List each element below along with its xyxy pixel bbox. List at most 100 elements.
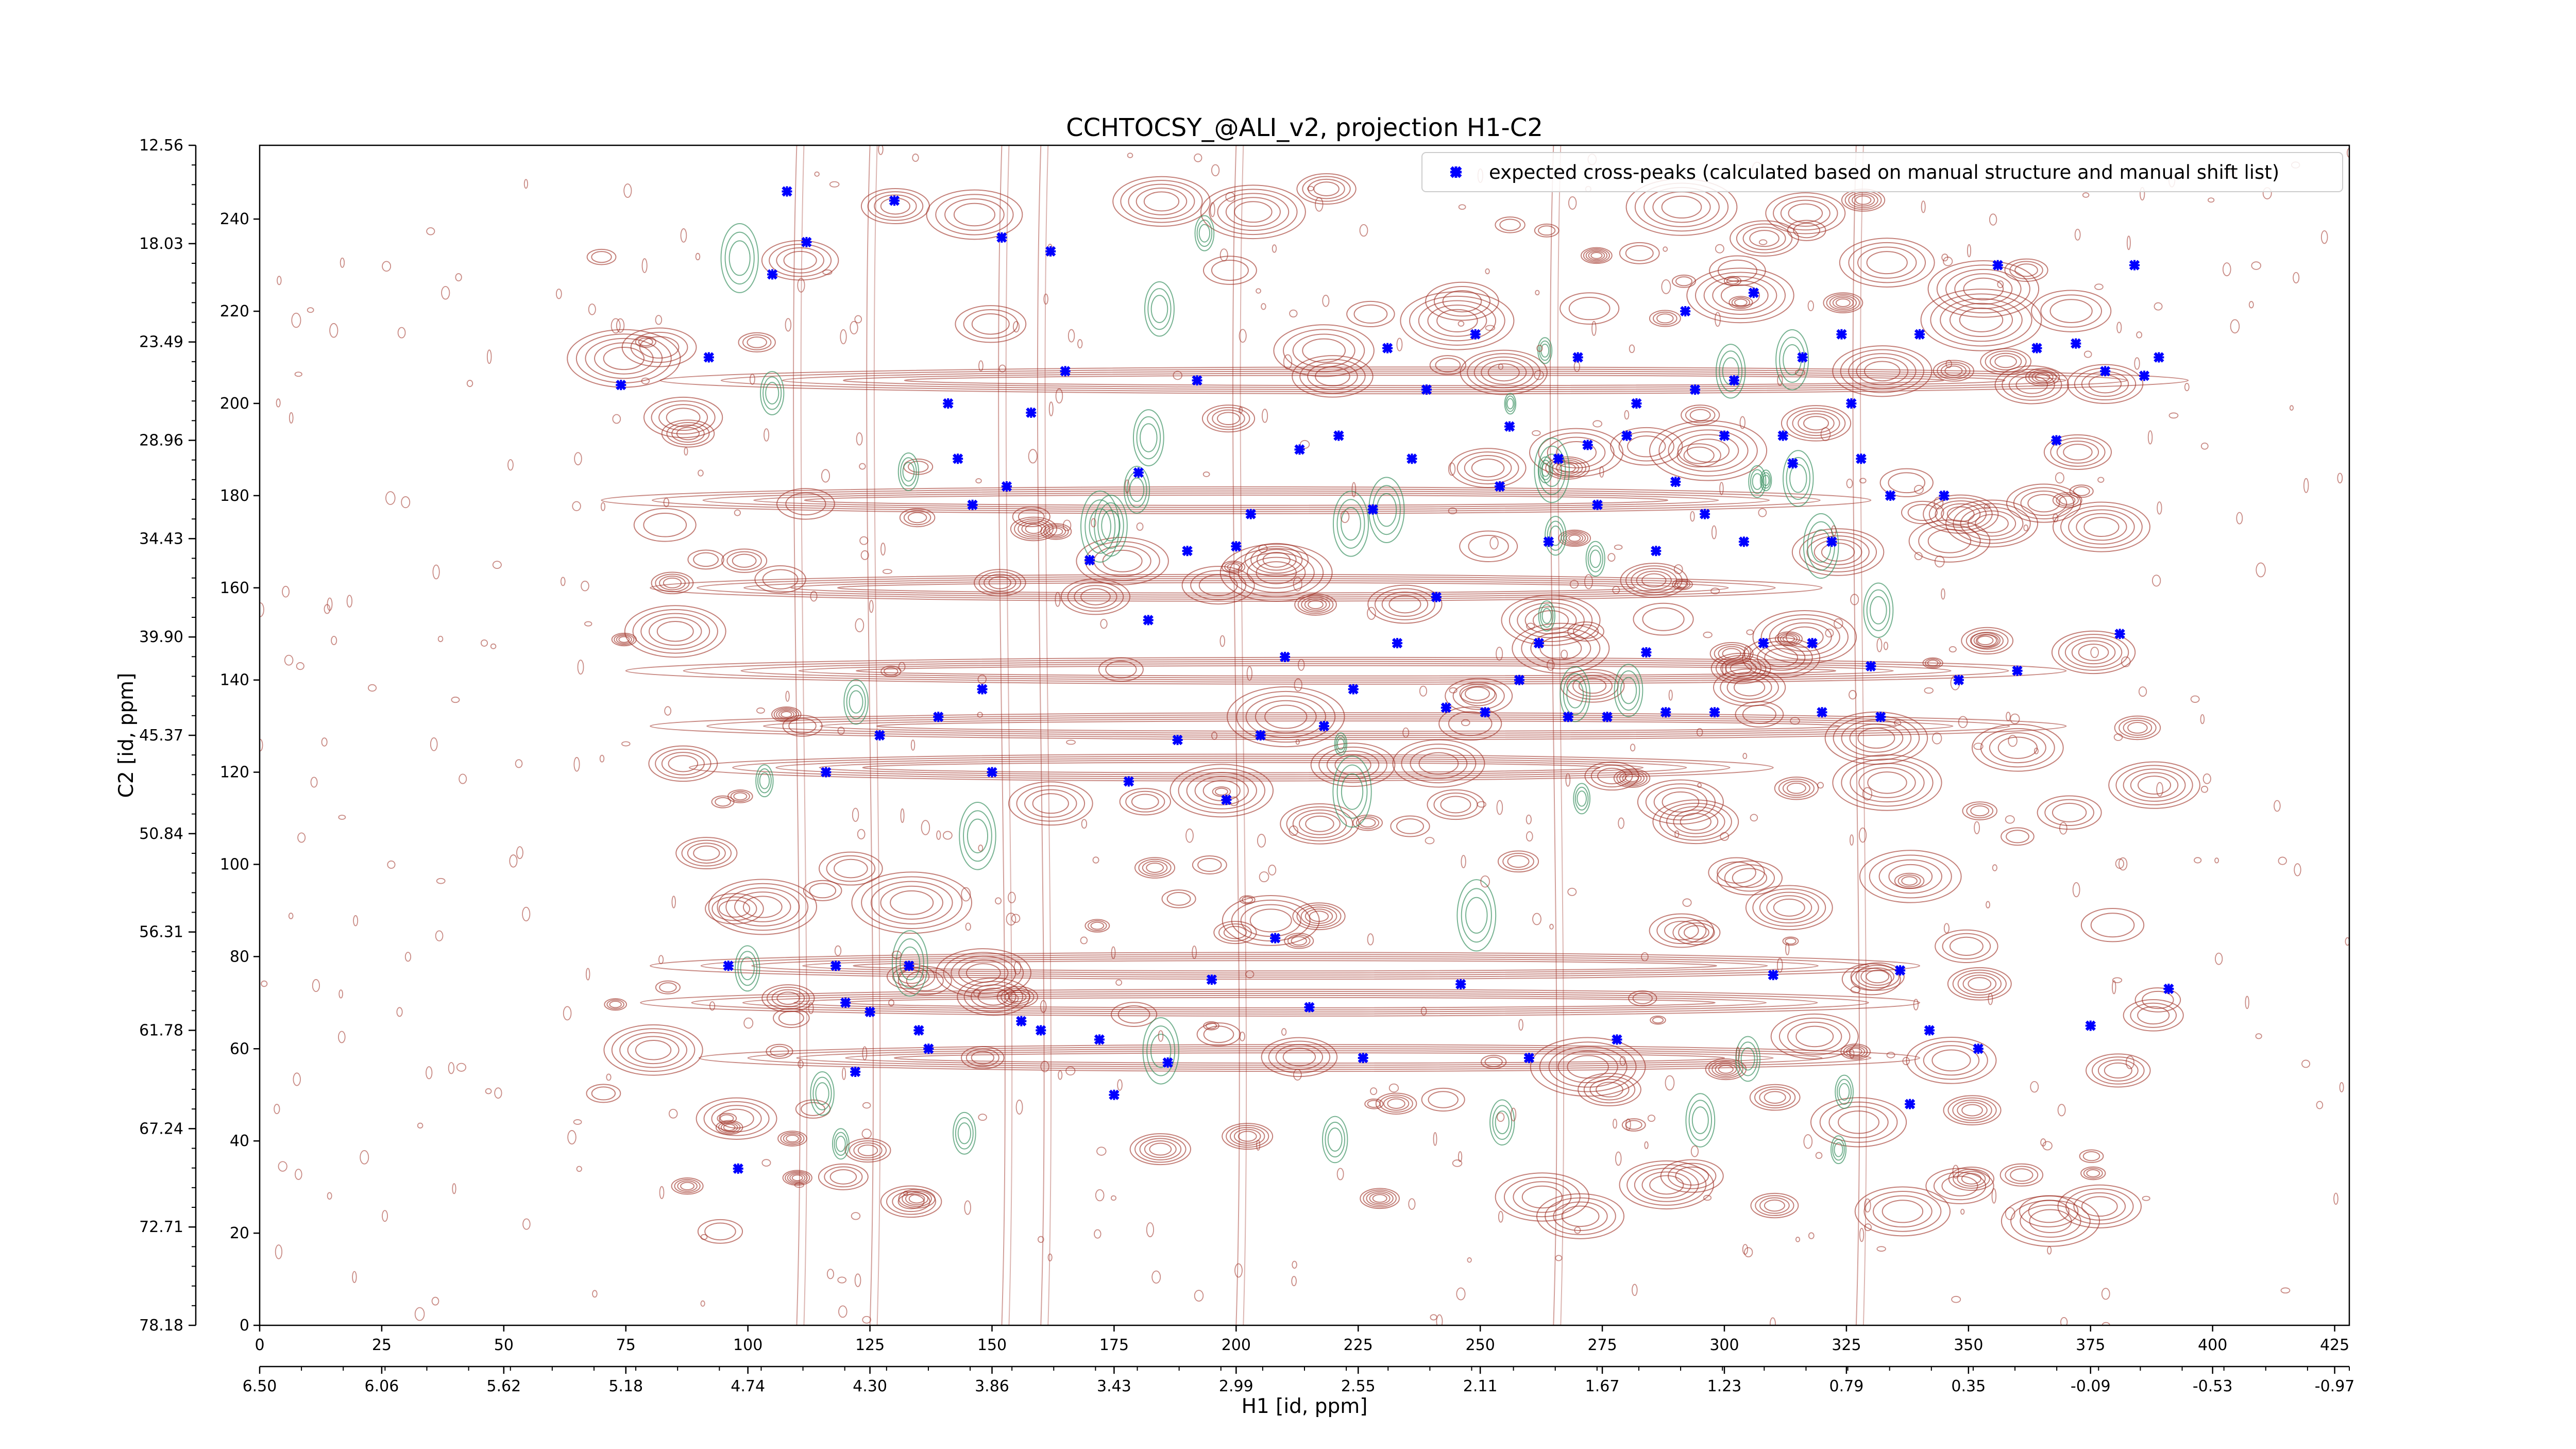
- contour-noise: [1110, 1195, 1116, 1201]
- contour-band: [601, 486, 1872, 514]
- contour-noise: [1100, 619, 1108, 629]
- contour-negative: [1198, 224, 1211, 243]
- y-ppm-tick-label: 23.49: [139, 333, 183, 351]
- contour-peak: [1255, 700, 1317, 734]
- contour-peak: [1149, 1142, 1172, 1156]
- contour-peak: [826, 855, 876, 882]
- cross-peak-marker: [1162, 1057, 1173, 1068]
- contour-noise: [1549, 923, 1554, 930]
- contour-peak: [788, 718, 817, 734]
- contour-negative: [1560, 666, 1590, 722]
- contour-peak: [2138, 776, 2172, 795]
- contour-band: [625, 656, 2067, 685]
- contour-noise: [278, 1161, 287, 1172]
- contour-negative: [1748, 465, 1767, 498]
- contour-noise: [829, 181, 840, 188]
- contour-noise: [1785, 942, 1790, 955]
- contour-negative: [1336, 764, 1368, 819]
- contour-noise: [1584, 574, 1593, 589]
- contour-noise: [1055, 592, 1061, 607]
- contour-noise: [1436, 1314, 1443, 1325]
- contour-peak: [824, 1166, 863, 1188]
- contour-peak: [1848, 242, 1926, 283]
- contour-noise: [2278, 856, 2287, 865]
- contour-peak: [1131, 794, 1159, 810]
- contour-noise: [2256, 562, 2266, 578]
- contour-noise: [855, 618, 865, 633]
- contour-noise: [1245, 970, 1255, 979]
- cross-peak-marker: [2012, 665, 2023, 676]
- contour-peak: [2073, 486, 2090, 496]
- cross-peak-marker: [1582, 440, 1593, 450]
- contour-peak: [2059, 495, 2076, 505]
- cross-peak-marker: [782, 186, 792, 197]
- contour-noise: [2006, 712, 2011, 721]
- contour-noise: [1886, 1052, 1895, 1058]
- contour-noise: [2293, 272, 2300, 283]
- contour-negative: [1332, 755, 1372, 828]
- contour-noise: [671, 896, 676, 908]
- contour-peak: [1250, 546, 1303, 574]
- contour-noise: [2008, 735, 2018, 747]
- contour-peak: [1353, 304, 1388, 324]
- contour-noise: [2289, 405, 2294, 411]
- contour-negative: [1761, 472, 1771, 489]
- contour-negative: [1870, 596, 1887, 625]
- contour-peak: [965, 1048, 999, 1067]
- contour-noise: [1430, 1314, 1437, 1321]
- cross-peak-marker: [913, 1025, 924, 1036]
- x-ppm-tick-label: -0.09: [2071, 1377, 2111, 1395]
- cross-peak-marker: [703, 352, 714, 363]
- contour-negative: [1834, 1142, 1843, 1157]
- contour-peak: [1953, 503, 2031, 544]
- contour-peak: [1781, 405, 1852, 442]
- contour-peak: [2130, 772, 2179, 798]
- contour-peak: [2056, 441, 2099, 464]
- x-tick-label: 275: [1587, 1336, 1617, 1354]
- contour-peak: [1785, 626, 1824, 648]
- cross-peak-marker: [1045, 246, 1056, 257]
- cross-peak-marker: [1060, 366, 1071, 377]
- contour-peak: [2082, 1151, 2100, 1161]
- contour-peak: [1949, 302, 2013, 338]
- contour-noise: [1599, 466, 1604, 478]
- contour-peak: [1090, 921, 1105, 930]
- contour-peak: [1879, 468, 1934, 497]
- contour-peak: [2005, 1166, 2039, 1184]
- contour-noise: [709, 1001, 716, 1011]
- contour-noise: [1425, 837, 1435, 845]
- contour-noise: [1092, 856, 1099, 864]
- contour-negative: [1327, 1127, 1343, 1152]
- contour-peak: [1859, 850, 1962, 903]
- cross-peak-marker: [1143, 615, 1154, 626]
- contour-noise: [573, 1119, 582, 1125]
- contour-peak: [1966, 803, 1994, 819]
- contour-peak: [1777, 622, 1832, 652]
- contour-peak: [1742, 226, 1786, 250]
- contour-noise: [1902, 1057, 1910, 1066]
- contour-peak: [1786, 782, 1806, 794]
- contour-peak: [2114, 715, 2161, 740]
- contour-noise: [1615, 1151, 1622, 1166]
- contour-noise: [814, 171, 820, 177]
- contour-noise: [1607, 553, 1616, 562]
- contour-peak: [1636, 570, 1672, 591]
- contour-negative: [1538, 600, 1556, 632]
- contour-peak: [1296, 904, 1342, 929]
- contour-negative: [967, 818, 989, 853]
- y-ppm-tick-label: 78.18: [139, 1317, 183, 1335]
- contour-peak: [1098, 657, 1144, 682]
- cross-peak-marker: [1572, 352, 1583, 363]
- contour-peak: [1548, 1046, 1628, 1088]
- contour-peak: [1229, 1126, 1265, 1146]
- contour-peak: [1359, 818, 1376, 828]
- contour-peak: [1459, 684, 1496, 704]
- contour-peak: [1980, 728, 2055, 768]
- contour-noise: [2320, 230, 2328, 244]
- x-tick-label: 325: [1832, 1336, 1861, 1354]
- contour-peak: [1882, 1200, 1924, 1223]
- contour-peak: [2001, 827, 2035, 846]
- contour-peak: [1968, 977, 1992, 991]
- contour-noise: [2040, 1138, 2046, 1147]
- contour-peak: [1633, 602, 1694, 636]
